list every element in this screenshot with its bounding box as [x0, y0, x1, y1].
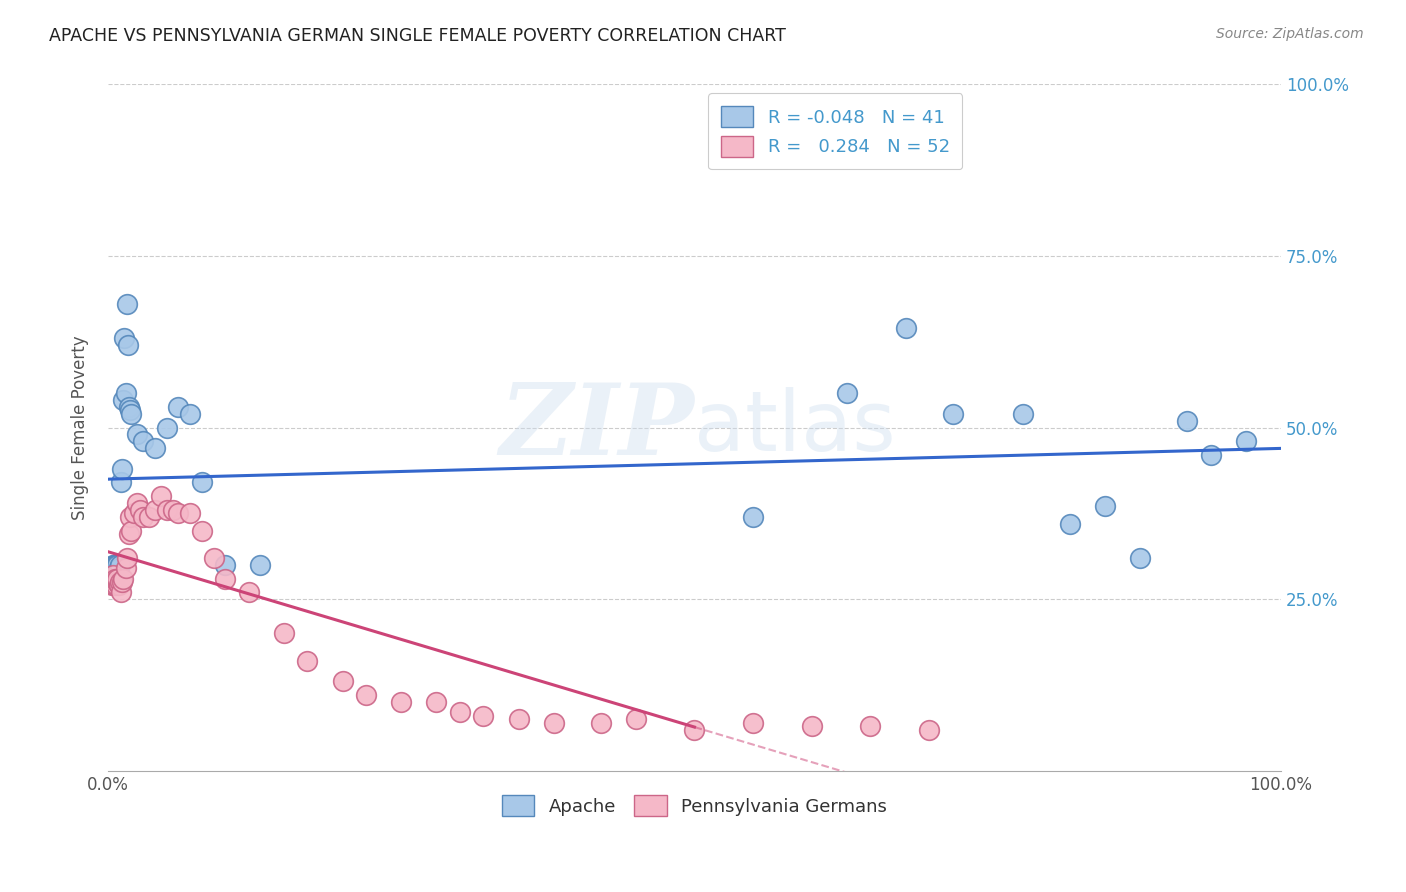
Point — [104, 572, 127, 586]
Point — [1129, 551, 1152, 566]
Point — [107, 561, 129, 575]
Point — [143, 503, 166, 517]
Point — [105, 574, 128, 589]
Point — [179, 507, 201, 521]
Point — [127, 496, 149, 510]
Y-axis label: Single Female Poverty: Single Female Poverty — [72, 335, 89, 520]
Point — [297, 654, 319, 668]
Point — [859, 719, 882, 733]
Point — [110, 475, 132, 490]
Point — [101, 568, 124, 582]
Text: ZIP: ZIP — [499, 379, 695, 475]
Point — [118, 400, 141, 414]
Point — [508, 712, 530, 726]
Point — [120, 509, 142, 524]
Point — [103, 578, 125, 592]
Point — [683, 723, 706, 737]
Point — [1175, 414, 1198, 428]
Point — [132, 509, 155, 524]
Point — [100, 565, 122, 579]
Point — [167, 507, 190, 521]
Point — [742, 715, 765, 730]
Point — [108, 558, 131, 572]
Point — [128, 503, 150, 517]
Point — [120, 524, 142, 538]
Point — [111, 461, 134, 475]
Point — [191, 475, 214, 490]
Point — [120, 407, 142, 421]
Point — [332, 674, 354, 689]
Point — [120, 403, 142, 417]
Point — [112, 393, 135, 408]
Point — [214, 572, 236, 586]
Point — [273, 626, 295, 640]
Point — [115, 551, 138, 566]
Point — [742, 509, 765, 524]
Point — [156, 420, 179, 434]
Point — [105, 561, 128, 575]
Point — [105, 578, 128, 592]
Point — [425, 695, 447, 709]
Point — [894, 321, 917, 335]
Point — [589, 715, 612, 730]
Point — [105, 558, 128, 572]
Point — [98, 572, 121, 586]
Point — [132, 434, 155, 449]
Point — [835, 386, 858, 401]
Point — [449, 706, 471, 720]
Point — [354, 688, 377, 702]
Point — [101, 558, 124, 572]
Point — [214, 558, 236, 572]
Point — [107, 578, 129, 592]
Point — [108, 574, 131, 589]
Point — [238, 585, 260, 599]
Point — [249, 558, 271, 572]
Point — [162, 503, 184, 517]
Point — [1012, 407, 1035, 421]
Point — [1094, 500, 1116, 514]
Point — [202, 551, 225, 566]
Point — [112, 572, 135, 586]
Text: Source: ZipAtlas.com: Source: ZipAtlas.com — [1216, 27, 1364, 41]
Point — [118, 527, 141, 541]
Point — [100, 578, 122, 592]
Point — [156, 503, 179, 517]
Point — [800, 719, 823, 733]
Point — [115, 297, 138, 311]
Point — [105, 572, 128, 586]
Point — [112, 331, 135, 345]
Point — [389, 695, 412, 709]
Point — [191, 524, 214, 538]
Point — [624, 712, 647, 726]
Point — [98, 561, 121, 575]
Point — [104, 558, 127, 572]
Point — [110, 585, 132, 599]
Point — [1199, 448, 1222, 462]
Legend: Apache, Pennsylvania Germans: Apache, Pennsylvania Germans — [495, 789, 894, 823]
Point — [114, 561, 136, 575]
Point — [918, 723, 941, 737]
Point — [1234, 434, 1257, 449]
Point — [941, 407, 963, 421]
Point — [179, 407, 201, 421]
Point — [138, 509, 160, 524]
Point — [543, 715, 565, 730]
Point — [105, 574, 128, 589]
Point — [111, 574, 134, 589]
Point — [127, 427, 149, 442]
Point — [103, 574, 125, 589]
Point — [143, 441, 166, 455]
Point — [122, 507, 145, 521]
Point — [1059, 516, 1081, 531]
Point — [117, 338, 139, 352]
Text: APACHE VS PENNSYLVANIA GERMAN SINGLE FEMALE POVERTY CORRELATION CHART: APACHE VS PENNSYLVANIA GERMAN SINGLE FEM… — [49, 27, 786, 45]
Point — [167, 400, 190, 414]
Text: atlas: atlas — [695, 387, 896, 468]
Point — [105, 558, 128, 572]
Point — [114, 386, 136, 401]
Point — [149, 489, 172, 503]
Point — [103, 561, 125, 575]
Point — [103, 558, 125, 572]
Point — [472, 708, 495, 723]
